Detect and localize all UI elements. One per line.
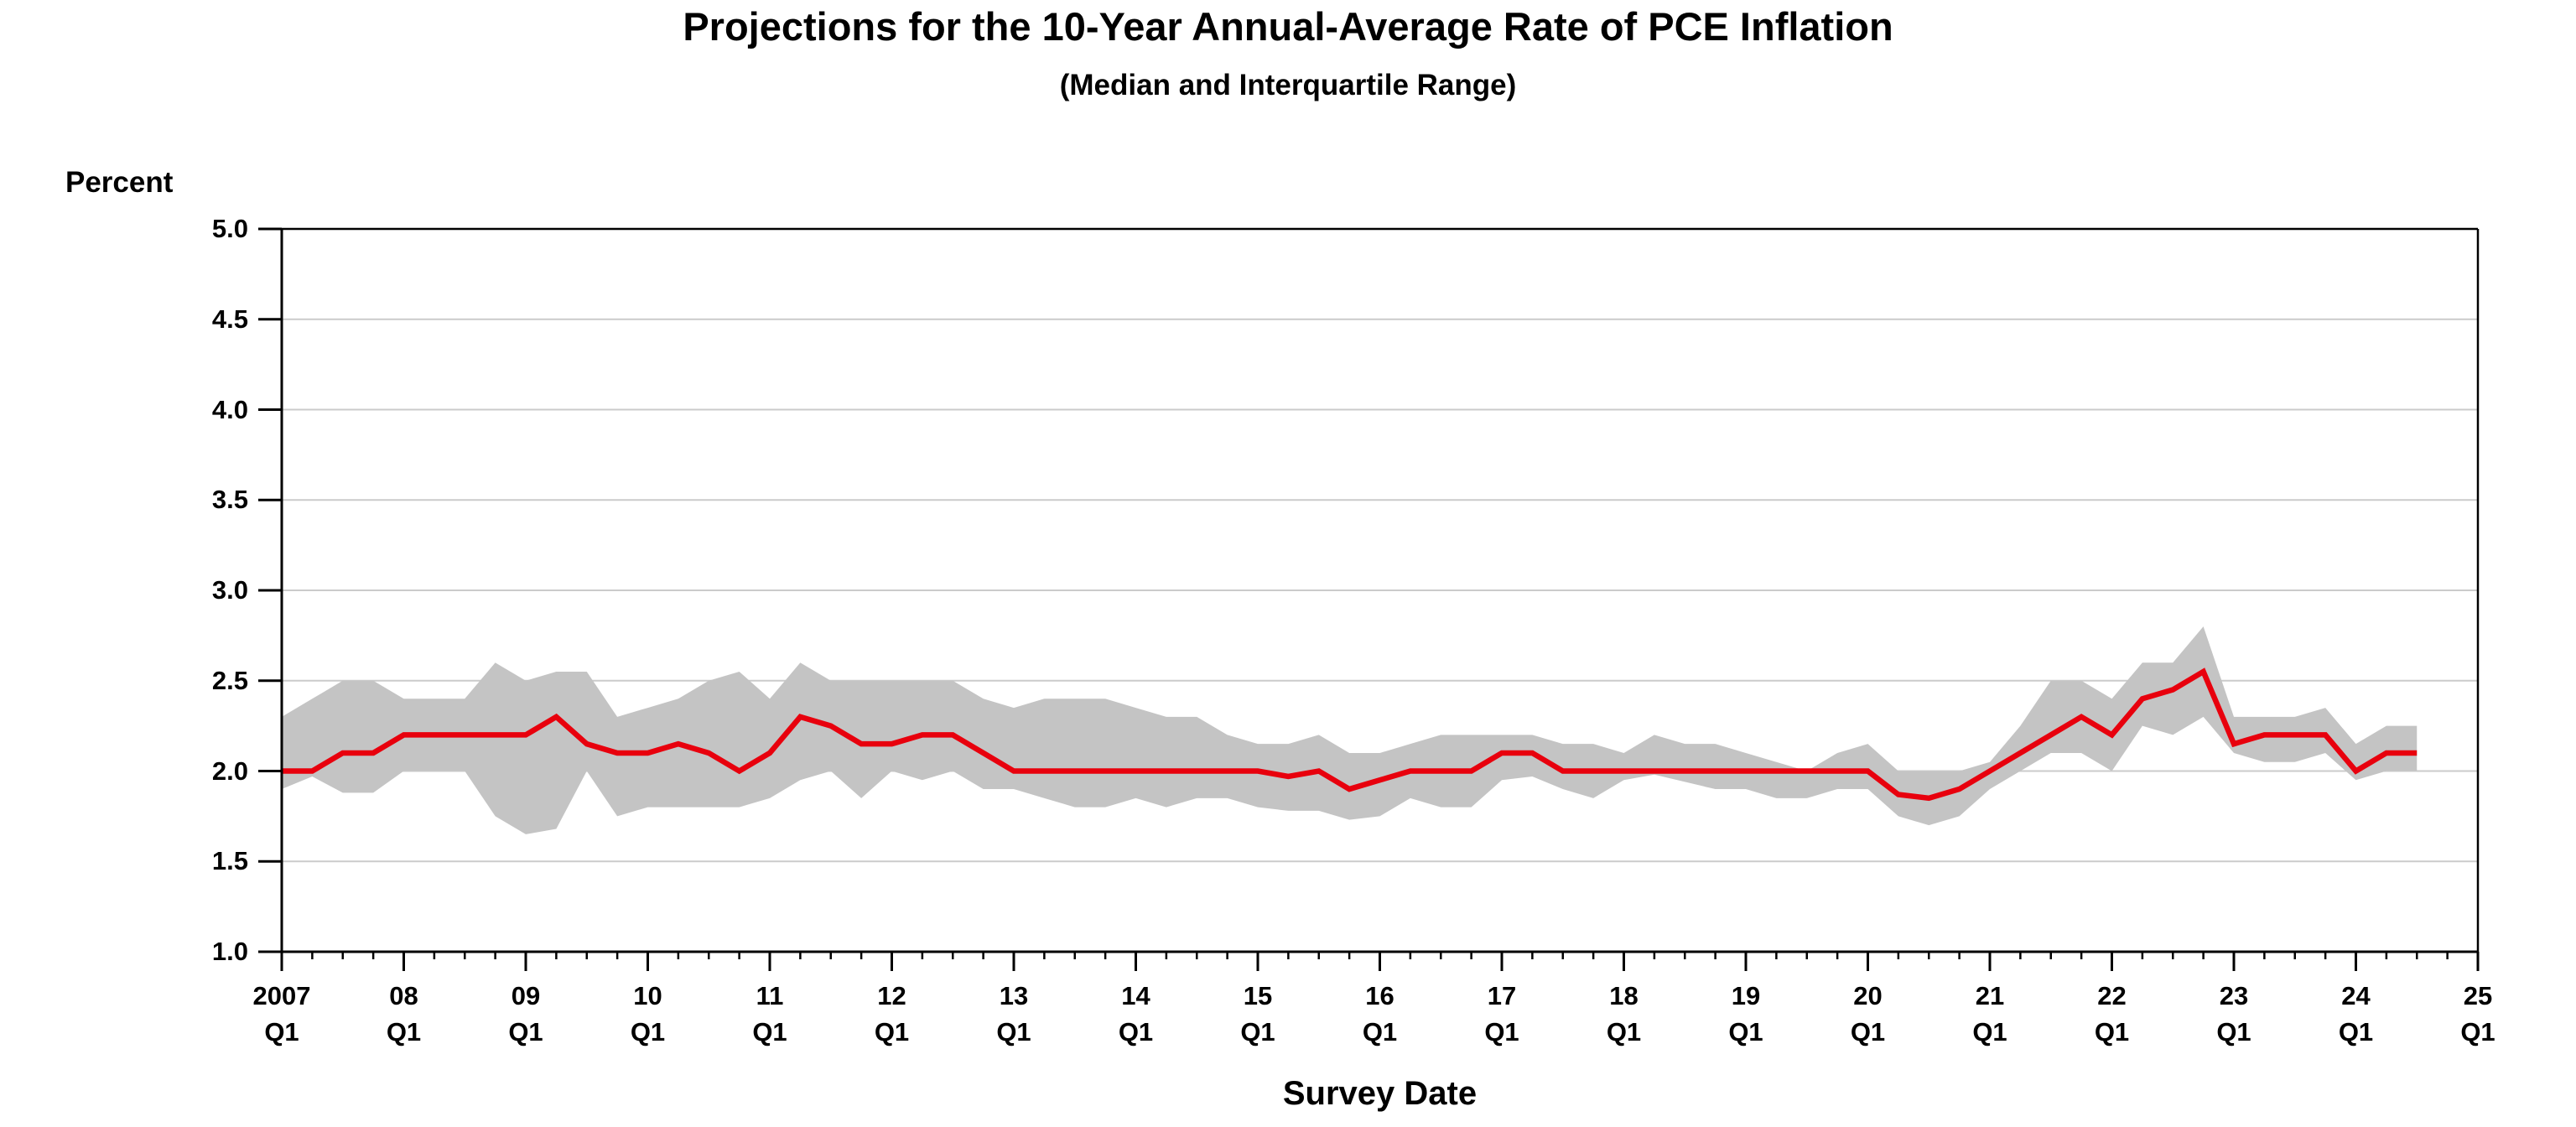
x-tick-year: 16 bbox=[1365, 981, 1394, 1010]
page-title: Projections for the 10-Year Annual-Avera… bbox=[683, 4, 1893, 49]
y-tick-label: 1.0 bbox=[211, 937, 248, 966]
x-tick-year: 19 bbox=[1731, 981, 1761, 1010]
x-tick-year: 20 bbox=[1853, 981, 1883, 1010]
y-axis-title: Percent bbox=[65, 166, 174, 199]
y-tick-label: 3.5 bbox=[211, 485, 248, 515]
y-tick-label: 4.5 bbox=[211, 304, 248, 334]
x-tick-year: 17 bbox=[1487, 981, 1517, 1010]
median-line bbox=[282, 667, 2418, 802]
x-tick-label: 14 Q1 bbox=[1075, 978, 1197, 1050]
x-tick-quarter: Q1 bbox=[1484, 1017, 1519, 1046]
x-tick-quarter: Q1 bbox=[2094, 1017, 2130, 1046]
x-tick-quarter: Q1 bbox=[1850, 1017, 1886, 1046]
x-tick-label: 12 Q1 bbox=[831, 978, 953, 1050]
x-tick-year: 21 bbox=[1975, 981, 2005, 1010]
x-tick-label: 17 Q1 bbox=[1441, 978, 1563, 1050]
x-tick-label: 16 Q1 bbox=[1319, 978, 1441, 1050]
x-tick-quarter: Q1 bbox=[996, 1017, 1031, 1046]
x-tick-label: 25 Q1 bbox=[2417, 978, 2539, 1050]
x-tick-quarter: Q1 bbox=[2460, 1017, 2496, 1046]
x-tick-quarter: Q1 bbox=[874, 1017, 910, 1046]
x-tick-quarter: Q1 bbox=[2338, 1017, 2374, 1046]
y-tick-label: 1.5 bbox=[211, 846, 248, 876]
x-tick-label: 09 Q1 bbox=[465, 978, 587, 1050]
x-tick-quarter: Q1 bbox=[1118, 1017, 1154, 1046]
x-tick-label: 08 Q1 bbox=[343, 978, 465, 1050]
x-tick-year: 12 bbox=[877, 981, 906, 1010]
y-tick-label: 5.0 bbox=[211, 214, 248, 243]
x-tick-label: 10 Q1 bbox=[587, 978, 709, 1050]
x-tick-year: 09 bbox=[511, 981, 541, 1010]
y-tick-label: 4.0 bbox=[211, 394, 248, 424]
x-tick-year: 18 bbox=[1609, 981, 1639, 1010]
y-tick-label: 2.0 bbox=[211, 756, 248, 786]
x-axis-title: Survey Date bbox=[1282, 1075, 1478, 1112]
x-tick-year: 10 bbox=[633, 981, 662, 1010]
x-tick-label: 15 Q1 bbox=[1197, 978, 1319, 1050]
x-tick-quarter: Q1 bbox=[630, 1017, 666, 1046]
x-tick-quarter: Q1 bbox=[508, 1017, 543, 1046]
x-tick-quarter: Q1 bbox=[1606, 1017, 1642, 1046]
x-tick-quarter: Q1 bbox=[1362, 1017, 1398, 1046]
x-tick-label: 22 Q1 bbox=[2051, 978, 2174, 1050]
x-tick-year: 2007 bbox=[252, 981, 311, 1010]
x-tick-quarter: Q1 bbox=[2216, 1017, 2251, 1046]
page-subtitle: (Median and Interquartile Range) bbox=[1059, 69, 1517, 101]
x-tick-year: 11 bbox=[756, 981, 784, 1010]
x-tick-year: 22 bbox=[2097, 981, 2127, 1010]
x-tick-year: 24 bbox=[2341, 981, 2371, 1010]
x-tick-year: 14 bbox=[1121, 981, 1150, 1010]
x-tick-quarter: Q1 bbox=[264, 1017, 299, 1046]
x-tick-quarter: Q1 bbox=[752, 1017, 787, 1046]
x-tick-label: 21 Q1 bbox=[1929, 978, 2051, 1050]
x-tick-label: 20 Q1 bbox=[1807, 978, 1929, 1050]
x-tick-label: 23 Q1 bbox=[2173, 978, 2295, 1050]
x-tick-year: 23 bbox=[2219, 981, 2249, 1010]
x-tick-quarter: Q1 bbox=[1728, 1017, 1763, 1046]
x-tick-label: 18 Q1 bbox=[1563, 978, 1685, 1050]
x-tick-year: 15 bbox=[1243, 981, 1273, 1010]
x-tick-label: 2007 Q1 bbox=[221, 978, 343, 1050]
x-tick-quarter: Q1 bbox=[1972, 1017, 2007, 1046]
x-tick-year: 25 bbox=[2463, 981, 2493, 1010]
iqr-band bbox=[282, 626, 2418, 834]
y-tick-label: 3.0 bbox=[211, 575, 248, 605]
x-tick-label: 13 Q1 bbox=[953, 978, 1075, 1050]
x-tick-year: 08 bbox=[389, 981, 418, 1010]
x-tick-label: 24 Q1 bbox=[2295, 978, 2418, 1050]
x-tick-label: 11 Q1 bbox=[709, 978, 831, 1050]
x-tick-label: 19 Q1 bbox=[1685, 978, 1807, 1050]
y-tick-label: 2.5 bbox=[211, 665, 248, 695]
x-tick-quarter: Q1 bbox=[386, 1017, 422, 1046]
x-tick-year: 13 bbox=[999, 981, 1029, 1010]
x-tick-quarter: Q1 bbox=[1240, 1017, 1275, 1046]
